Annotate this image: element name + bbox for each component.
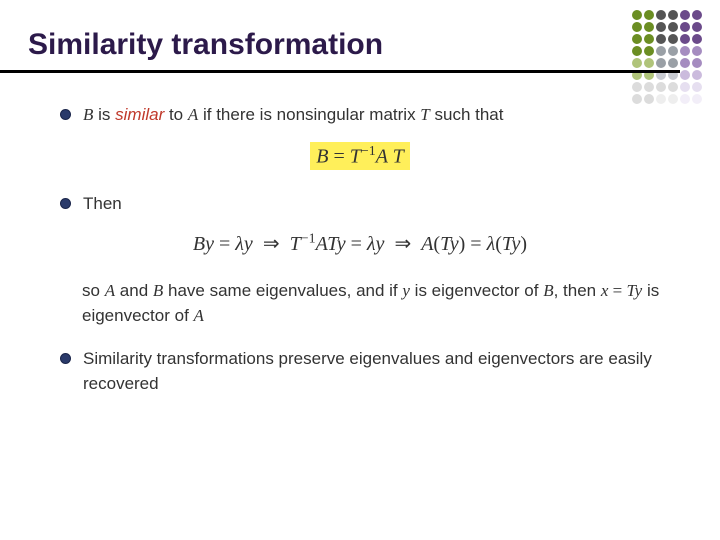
bullet-3-text: Similarity transformations preserve eige… bbox=[83, 347, 660, 396]
bullet-1-text: B is similar to A if there is nonsingula… bbox=[83, 103, 503, 128]
slide-content: B is similar to A if there is nonsingula… bbox=[0, 73, 720, 396]
bullet-3: Similarity transformations preserve eige… bbox=[60, 347, 660, 396]
bullet-2-text: Then bbox=[83, 192, 122, 217]
bullet-2-after: so A and B have same eigenvalues, and if… bbox=[82, 278, 660, 329]
slide-header: Similarity transformation bbox=[0, 0, 680, 73]
bullet-icon bbox=[60, 198, 71, 209]
equation-2: By = λy ⇒ T−1ATy = λy ⇒ A(Ty) = λ(Ty) bbox=[60, 231, 660, 256]
bullet-icon bbox=[60, 109, 71, 120]
slide-title: Similarity transformation bbox=[28, 28, 680, 62]
equation-1: B = T−1A T bbox=[60, 142, 660, 171]
bullet-2: Then bbox=[60, 192, 660, 217]
bullet-1: B is similar to A if there is nonsingula… bbox=[60, 103, 660, 128]
bullet-icon bbox=[60, 353, 71, 364]
